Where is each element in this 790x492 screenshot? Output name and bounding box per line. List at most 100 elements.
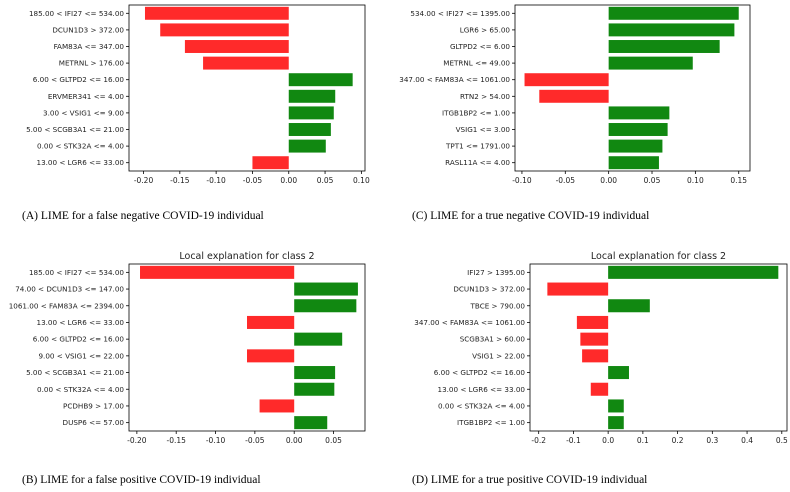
bar-d-6 [608, 366, 629, 380]
axes-frame-c [514, 4, 751, 172]
category-label-a-2: FAM83A <= 347.00 [54, 42, 125, 51]
bar-d-1 [547, 282, 609, 296]
bar-c-8 [608, 139, 663, 153]
category-label-b-5: 9.00 < VSIG1 <= 22.00 [38, 351, 124, 360]
bar-d-8 [608, 399, 624, 413]
bar-a-6 [288, 106, 334, 120]
bar-c-3 [608, 56, 693, 70]
xtick-label-d-7: 0.5 [776, 436, 788, 445]
category-label-b-9: DUSP6 <= 57.00 [63, 418, 125, 427]
category-label-d-6: 6.00 < GLTPD2 <= 16.00 [434, 368, 526, 377]
xtick-label-a-4: 0.00 [280, 176, 297, 185]
axes-frame-d [529, 263, 788, 432]
xtick-label-c-4: 0.10 [687, 176, 704, 185]
bar-b-1 [294, 282, 358, 296]
bar-d-4 [580, 332, 609, 346]
bar-a-1 [160, 23, 289, 37]
bar-b-5 [247, 349, 295, 363]
xtick-label-a-1: -0.15 [170, 176, 190, 185]
category-label-c-3: METRNL <= 49.00 [443, 59, 510, 68]
category-label-b-4: 6.00 < GLTPD2 <= 16.00 [33, 335, 125, 344]
category-label-d-7: 13.00 < LGR6 <= 33.00 [438, 385, 526, 394]
bar-b-7 [294, 382, 335, 396]
bar-b-3 [247, 315, 295, 329]
bar-c-5 [539, 89, 609, 103]
xtick-label-a-6: 0.10 [353, 176, 370, 185]
bar-b-0 [140, 265, 295, 279]
category-label-a-7: 5.00 < SCGB3A1 <= 21.00 [26, 125, 124, 134]
bar-d-2 [608, 299, 650, 313]
category-label-c-1: LGR6 > 65.00 [460, 25, 511, 34]
category-label-c-8: TPT1 <= 1791.00 [445, 142, 510, 151]
category-label-d-2: TBCE > 790.00 [470, 301, 526, 310]
bar-a-0 [144, 6, 289, 20]
chart-title-d: Local explanation for class 2 [591, 251, 726, 262]
bar-a-7 [288, 123, 331, 136]
bar-c-9 [608, 156, 659, 170]
chart-d: IFI27 > 1395.00 DCUN1D3 > 372.00 TBCE > 79… [414, 251, 788, 445]
xtick-label-a-0: -0.20 [134, 176, 154, 185]
category-label-d-0: IFI27 > 1395.00 [467, 268, 525, 277]
xtick-label-d-6: 0.4 [741, 436, 753, 445]
category-label-b-6: 5.00 < SCGB3A1 <= 21.00 [26, 368, 124, 377]
category-label-a-0: 185.00 < IFI27 <= 534.00 [29, 9, 124, 18]
category-label-c-2: GLTPD2 <= 6.00 [450, 42, 510, 51]
category-label-c-9: RASL11A <= 4.00 [445, 158, 510, 167]
xtick-label-b-3: -0.05 [245, 436, 265, 445]
bar-a-8 [288, 139, 326, 153]
bar-c-6 [608, 106, 670, 120]
xtick-label-b-5: 0.05 [325, 436, 342, 445]
caption-a: (A) LIME for a false negative COVID-19 i… [22, 210, 264, 222]
bar-b-8 [259, 399, 295, 413]
category-label-d-9: ITGB1BP2 <= 1.00 [457, 418, 525, 427]
category-label-c-5: RTN2 > 54.00 [460, 92, 510, 101]
xtick-label-d-5: 0.3 [706, 436, 718, 445]
bar-c-2 [608, 40, 720, 53]
bar-b-6 [294, 366, 336, 380]
category-label-b-0: 185.00 < IFI27 <= 534.00 [29, 268, 124, 277]
xtick-label-c-0: -0.10 [512, 176, 532, 185]
xtick-label-b-4: 0.00 [286, 436, 303, 445]
xtick-label-a-3: -0.05 [243, 176, 263, 185]
bar-d-7 [590, 382, 609, 396]
bar-a-3 [203, 56, 289, 70]
axes-frame-a [128, 4, 366, 172]
category-label-b-1: 74.00 < DCUN1D3 <= 147.00 [15, 285, 124, 294]
bar-d-3 [576, 315, 609, 329]
bar-b-4 [294, 332, 343, 346]
caption-c: (C) LIME for a true negative COVID-19 in… [412, 210, 650, 222]
category-label-a-4: 6.00 < GLTPD2 <= 16.00 [33, 75, 125, 84]
bar-a-9 [252, 156, 289, 170]
bar-c-0 [608, 6, 739, 20]
category-label-d-3: 347.00 < FAM83A <= 1061.00 [414, 318, 525, 327]
xtick-label-c-1: -0.05 [556, 176, 576, 185]
chart-b: 185.00 < IFI27 <= 534.00 74.00 < DCUN1D3 … [9, 251, 366, 445]
bar-c-4 [524, 73, 609, 87]
bar-b-2 [294, 299, 357, 313]
chart-title-b: Local explanation for class 2 [179, 251, 314, 262]
xtick-label-c-5: 0.15 [730, 176, 747, 185]
category-label-b-7: 0.00 < STK32A <= 4.00 [37, 385, 124, 394]
category-label-d-4: SCGB3A1 > 60.00 [460, 335, 526, 344]
xtick-label-b-2: -0.10 [206, 436, 226, 445]
chart-c: 534.00 < IFI27 <= 1395.00 LGR6 > 65.00 GLT… [399, 4, 751, 185]
category-label-d-5: VSIG1 > 22.00 [472, 351, 525, 360]
category-label-a-1: DCUN1D3 > 372.00 [52, 25, 124, 34]
category-label-c-4: 347.00 < FAM83A <= 1061.00 [399, 75, 510, 84]
category-label-a-8: 0.00 < STK32A <= 4.00 [37, 142, 124, 151]
category-label-a-6: 3.00 < VSIG1 <= 9.00 [43, 108, 124, 117]
xtick-label-c-2: 0.00 [600, 176, 617, 185]
caption-b: (B) LIME for a false positive COVID-19 i… [22, 474, 261, 486]
category-label-b-8: PCDHB9 > 17.00 [63, 401, 124, 410]
xtick-label-a-2: -0.10 [206, 176, 226, 185]
category-label-d-8: 0.00 < STK32A <= 4.00 [438, 401, 525, 410]
xtick-label-d-2: 0.0 [602, 436, 614, 445]
category-label-c-7: VSIG1 <= 3.00 [456, 125, 511, 134]
bar-a-5 [288, 89, 336, 103]
category-label-d-1: DCUN1D3 > 372.00 [453, 285, 525, 294]
xtick-label-d-0: -0.2 [531, 436, 546, 445]
bar-d-0 [608, 265, 779, 279]
category-label-b-2: 1061.00 < FAM83A <= 2394.00 [9, 301, 125, 310]
bar-d-5 [582, 349, 609, 363]
